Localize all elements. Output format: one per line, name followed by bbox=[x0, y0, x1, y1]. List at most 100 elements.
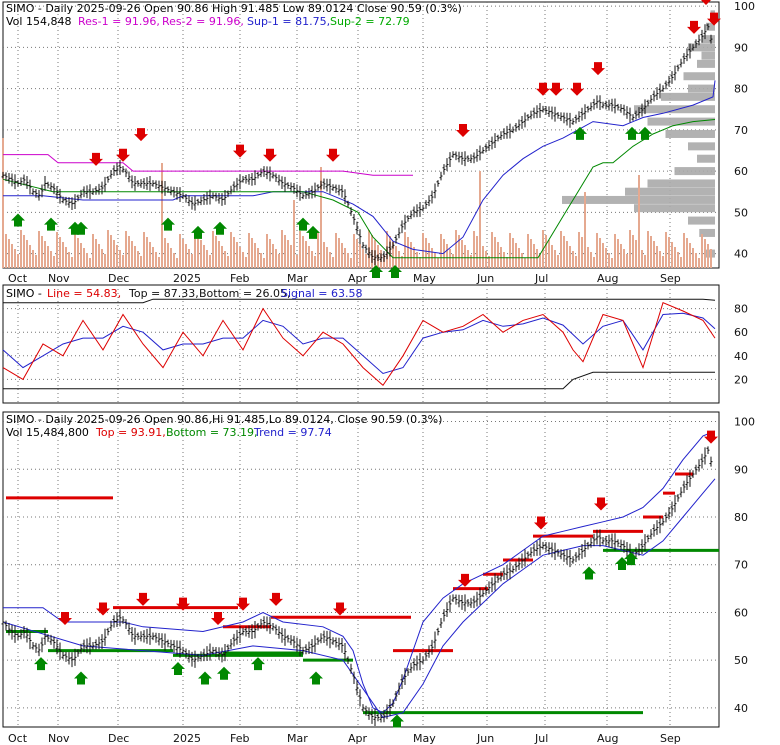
resistance-line bbox=[3, 154, 413, 176]
up-arrow-icon bbox=[11, 213, 25, 227]
volume-profile-bar bbox=[697, 59, 715, 68]
x-tick-label: 2025 bbox=[173, 272, 201, 285]
down-arrow-icon bbox=[707, 12, 721, 26]
x-tick-label: May bbox=[413, 732, 436, 745]
panel2-grid bbox=[3, 285, 719, 403]
up-arrow-icon bbox=[306, 225, 320, 239]
panel1-volume: Vol 154,848 bbox=[6, 15, 71, 28]
x-tick-label: Sep bbox=[660, 272, 681, 285]
up-arrow-icon bbox=[390, 714, 404, 728]
y-tick-label: 100 bbox=[734, 0, 755, 13]
x-tick-label: May bbox=[413, 272, 436, 285]
x-tick-label: Jun bbox=[476, 272, 494, 285]
panel3-arrows bbox=[34, 430, 718, 728]
bottom-line bbox=[3, 371, 715, 390]
y-tick-label: 20 bbox=[734, 373, 748, 386]
x-tick-label: Oct bbox=[8, 732, 28, 745]
volume-profile-bar bbox=[688, 142, 715, 151]
volume-profile-bar bbox=[699, 228, 715, 237]
panel3-bottom: Bottom = 73.19, bbox=[166, 426, 258, 439]
down-arrow-icon bbox=[58, 612, 72, 625]
trend-line bbox=[2, 478, 716, 719]
up-arrow-icon bbox=[624, 552, 638, 566]
volume-profile-bar bbox=[688, 84, 715, 93]
up-arrow-icon bbox=[213, 221, 227, 235]
volume-profile-bar bbox=[661, 92, 715, 101]
down-arrow-icon bbox=[176, 597, 190, 611]
y-tick-label: 90 bbox=[734, 463, 748, 476]
volume-profile-bar bbox=[706, 22, 715, 31]
down-arrow-icon bbox=[96, 602, 110, 616]
panel3-trend: Trend = 97.74 bbox=[253, 426, 332, 439]
top-line bbox=[3, 298, 716, 304]
up-arrow-icon bbox=[582, 566, 596, 580]
volume-profile-bar bbox=[683, 72, 715, 81]
up-arrow-icon bbox=[161, 217, 175, 231]
up-arrow-icon bbox=[309, 671, 323, 685]
down-arrow-icon bbox=[211, 612, 225, 625]
down-arrow-icon bbox=[326, 148, 340, 162]
volume-profile-bar bbox=[674, 167, 715, 176]
x-tick-label: Mar bbox=[287, 732, 308, 745]
up-arrow-icon bbox=[34, 657, 48, 671]
x-tick-label: Sep bbox=[660, 732, 681, 745]
down-arrow-icon bbox=[536, 82, 550, 96]
down-arrow-icon bbox=[687, 20, 701, 34]
volume-profile-bar bbox=[697, 154, 715, 163]
x-tick-label: Jul bbox=[534, 732, 548, 745]
panel2-y-axis: 20 40 60 80 bbox=[734, 303, 748, 387]
up-arrow-icon bbox=[369, 265, 383, 278]
x-tick-label: Mar bbox=[287, 272, 308, 285]
y-tick-label: 70 bbox=[734, 559, 748, 572]
panel1-res2: Res-2 = 91.96, bbox=[162, 15, 244, 28]
top-band-line bbox=[3, 430, 716, 714]
up-arrow-icon bbox=[44, 217, 58, 231]
volume-profile-bar bbox=[647, 179, 715, 188]
x-tick-label: Aug bbox=[597, 732, 618, 745]
volume-profile-bar bbox=[688, 216, 715, 225]
x-tick-label: Jun bbox=[476, 732, 494, 745]
panel2-line: Line = 54.83, bbox=[47, 287, 121, 300]
y-tick-label: 60 bbox=[734, 606, 748, 619]
signal-line bbox=[2, 312, 716, 375]
moving-average-line bbox=[3, 80, 716, 255]
down-arrow-icon bbox=[269, 592, 283, 606]
panel3-levels bbox=[6, 472, 719, 715]
down-arrow-icon bbox=[458, 573, 472, 587]
panel3-x-axis: Oct Nov Dec 2025 Feb Mar Apr May Jun Jul Aug Sep bbox=[8, 732, 681, 745]
x-tick-label: Feb bbox=[230, 272, 249, 285]
down-arrow-icon bbox=[116, 148, 130, 162]
volume-profile-bar bbox=[634, 204, 715, 213]
panel3-top: Top = 93.91, bbox=[95, 426, 166, 439]
y-tick-label: 80 bbox=[734, 303, 748, 316]
volume-profile-bar bbox=[688, 43, 715, 52]
panel3-title: SIMO - Daily 2025-09-26 Open 90.86,Hi 91… bbox=[6, 413, 442, 426]
down-arrow-icon bbox=[456, 123, 470, 137]
panel1-y-axis: 40 50 60 70 80 90 100 bbox=[734, 0, 755, 260]
up-arrow-icon bbox=[74, 221, 88, 235]
x-tick-label: Apr bbox=[348, 272, 368, 285]
up-arrow-icon bbox=[251, 657, 265, 671]
panel1-sup1: Sup-1 = 81.75, bbox=[247, 15, 330, 28]
panel2-frame bbox=[2, 284, 720, 404]
panel2-bottom: Bottom = 26.05, bbox=[199, 287, 291, 300]
x-tick-label: Dec bbox=[108, 272, 129, 285]
x-tick-label: Dec bbox=[108, 732, 129, 745]
x-tick-label: Nov bbox=[48, 272, 70, 285]
y-tick-label: 40 bbox=[734, 248, 748, 261]
oscillator-line bbox=[2, 302, 716, 387]
y-tick-label: 70 bbox=[734, 124, 748, 137]
down-arrow-icon bbox=[134, 128, 148, 142]
panel3-price-bars bbox=[1, 446, 713, 727]
down-arrow-icon bbox=[89, 152, 103, 166]
down-arrow-icon bbox=[236, 597, 250, 611]
down-arrow-icon bbox=[701, 0, 711, 5]
x-tick-label: Jul bbox=[534, 272, 548, 285]
down-arrow-icon bbox=[549, 82, 563, 96]
y-tick-label: 100 bbox=[734, 416, 755, 429]
up-arrow-icon bbox=[171, 661, 185, 675]
up-arrow-icon bbox=[198, 671, 212, 685]
y-tick-label: 60 bbox=[734, 165, 748, 178]
down-arrow-icon bbox=[591, 62, 605, 76]
